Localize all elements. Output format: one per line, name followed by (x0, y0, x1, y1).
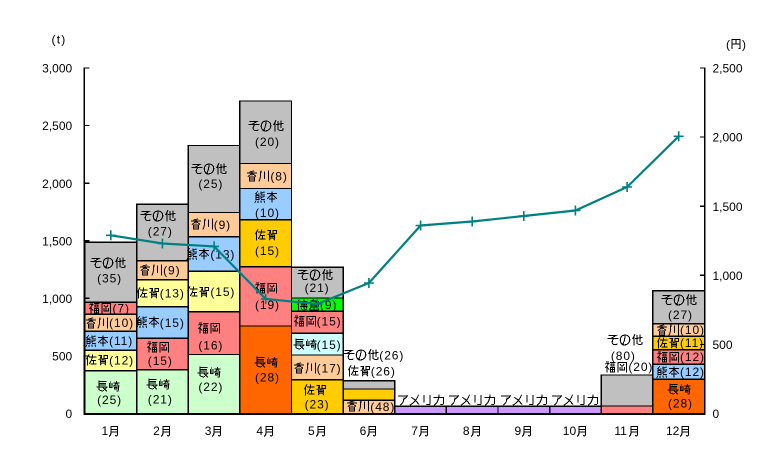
svg-text:(21): (21) (305, 281, 330, 295)
svg-text:(: ( (726, 37, 731, 51)
svg-text:(12): (12) (680, 365, 705, 379)
svg-text:(16): (16) (198, 339, 223, 353)
svg-text:0: 0 (713, 407, 720, 421)
svg-text:(t): (t) (52, 32, 67, 46)
svg-text:12: 12 (666, 424, 680, 438)
svg-text:(10): (10) (680, 323, 705, 337)
svg-text:(23): (23) (305, 398, 330, 412)
svg-text:1,500: 1,500 (713, 200, 743, 214)
svg-text:(35): (35) (97, 271, 122, 285)
svg-text:(11): (11) (109, 334, 133, 348)
svg-text:(20): (20) (628, 360, 653, 374)
svg-text:2,000: 2,000 (713, 131, 743, 145)
svg-text:(7): (7) (113, 302, 130, 316)
svg-text:1: 1 (102, 424, 109, 438)
svg-text:(12): (12) (680, 350, 705, 364)
svg-text:(27): (27) (148, 225, 173, 239)
svg-text:1,000: 1,000 (42, 292, 72, 306)
svg-text:(26): (26) (371, 364, 396, 378)
svg-text:9: 9 (515, 424, 522, 438)
svg-text:500: 500 (713, 338, 733, 352)
svg-text:(9): (9) (214, 218, 231, 232)
svg-text:(28): (28) (668, 397, 693, 411)
svg-text:2,000: 2,000 (42, 177, 72, 191)
svg-text:(27): (27) (668, 308, 693, 322)
svg-text:(8): (8) (270, 169, 287, 183)
svg-text:2,500: 2,500 (713, 62, 743, 76)
svg-text:(10): (10) (255, 206, 280, 220)
svg-text:8: 8 (463, 424, 470, 438)
svg-text:2: 2 (153, 424, 160, 438)
svg-text:): ) (742, 37, 747, 51)
svg-text:(48): (48) (370, 400, 395, 414)
svg-text:(15): (15) (210, 285, 235, 299)
svg-text:(80): (80) (611, 349, 636, 363)
svg-text:1,000: 1,000 (713, 269, 743, 283)
svg-text:(19): (19) (255, 298, 280, 312)
svg-text:(15): (15) (160, 316, 185, 330)
svg-text:500: 500 (52, 350, 72, 364)
svg-text:1,500: 1,500 (42, 234, 72, 248)
svg-text:10: 10 (563, 424, 577, 438)
svg-text:3: 3 (205, 424, 212, 438)
svg-text:(26): (26) (379, 349, 404, 363)
svg-text:(15): (15) (255, 244, 280, 258)
svg-text:(11): (11) (680, 336, 704, 350)
svg-text:(17): (17) (317, 361, 342, 375)
svg-text:(10): (10) (109, 316, 134, 330)
svg-text:5: 5 (308, 424, 315, 438)
svg-text:0: 0 (66, 407, 73, 421)
svg-text:(22): (22) (198, 380, 223, 394)
svg-text:(15): (15) (317, 338, 342, 352)
svg-text:(25): (25) (97, 393, 122, 407)
svg-text:7: 7 (411, 424, 418, 438)
svg-text:3,000: 3,000 (42, 62, 72, 76)
svg-text:(25): (25) (198, 177, 223, 191)
svg-text:2,500: 2,500 (42, 119, 72, 133)
svg-text:11: 11 (614, 424, 627, 438)
svg-text:(20): (20) (255, 135, 280, 149)
svg-text:(13): (13) (160, 287, 185, 301)
svg-text:4: 4 (256, 424, 263, 438)
svg-text:(12): (12) (109, 354, 134, 368)
svg-text:(21): (21) (148, 392, 173, 406)
svg-text:(28): (28) (255, 371, 280, 385)
svg-text:(15): (15) (317, 314, 342, 328)
svg-text:(9): (9) (163, 264, 180, 278)
svg-text:6: 6 (360, 424, 367, 438)
svg-text:(15): (15) (148, 354, 173, 368)
